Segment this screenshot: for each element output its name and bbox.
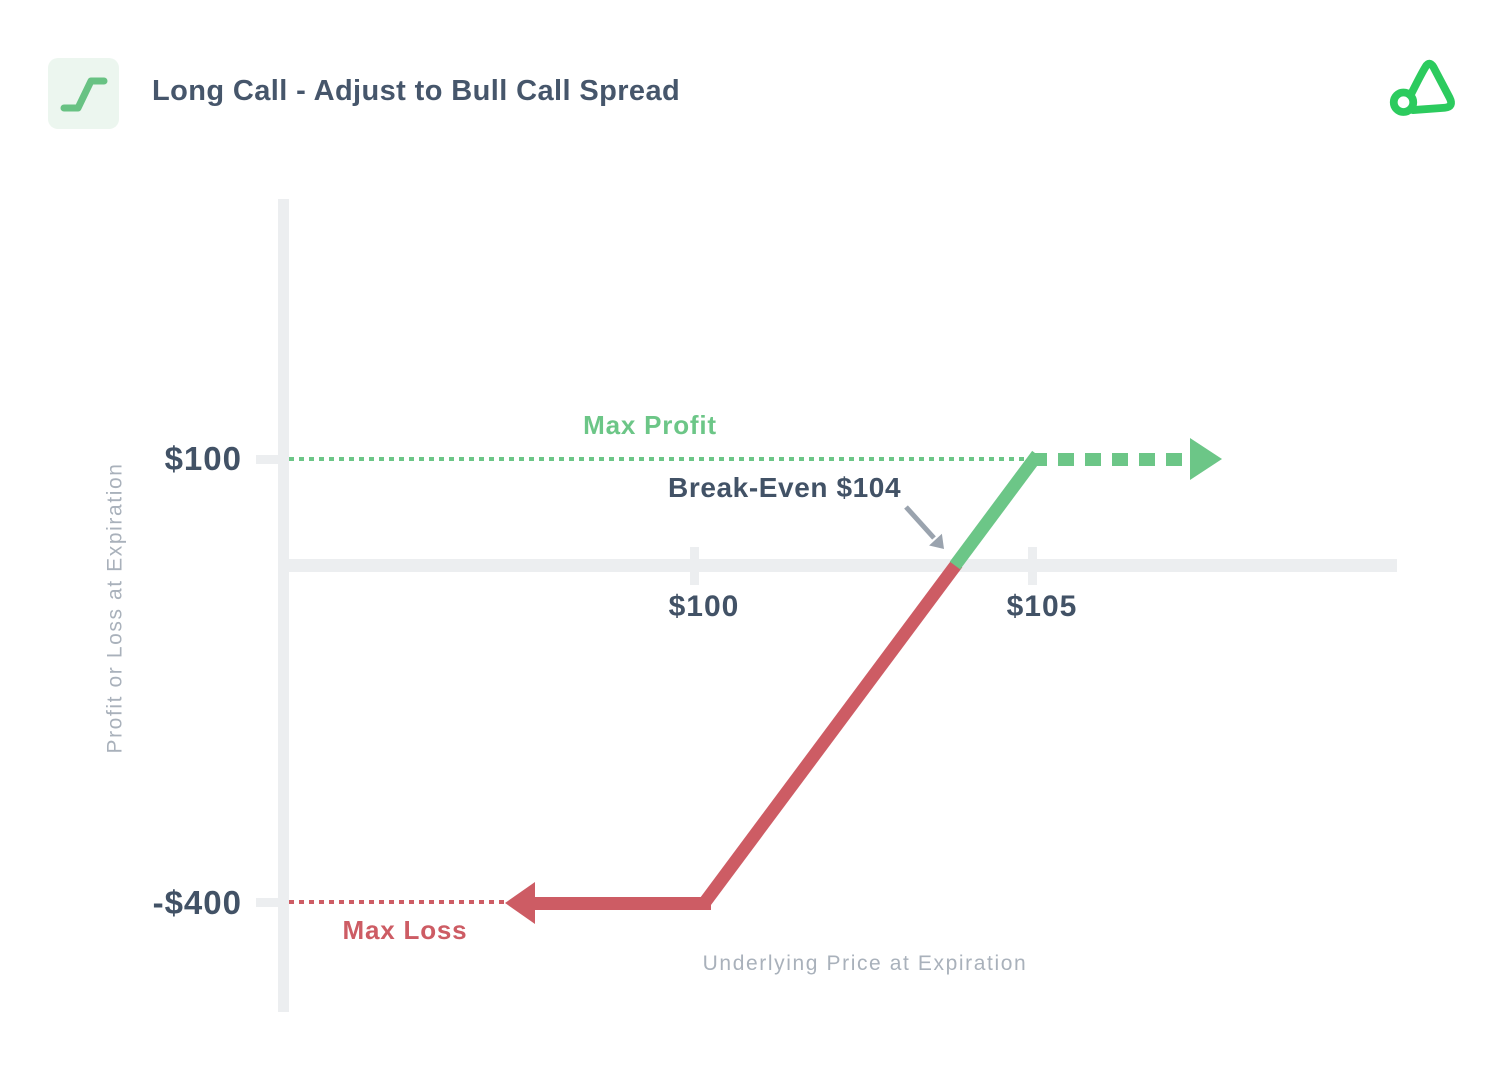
x-axis xyxy=(278,559,1397,572)
x-tick-105 xyxy=(1028,547,1037,585)
x-axis-title: Underlying Price at Expiration xyxy=(702,952,1028,975)
y-tick-100 xyxy=(256,455,279,464)
max-profit-reference-line xyxy=(289,457,1035,461)
payoff-line-max-profit-dashed-segment xyxy=(1031,453,1191,466)
x-tick-label-100: $100 xyxy=(668,590,740,623)
payoff-step-glyph xyxy=(60,77,108,112)
page-title: Long Call - Adjust to Bull Call Spread xyxy=(152,75,681,107)
max-profit-label: Max Profit xyxy=(583,410,717,440)
y-tick-label-neg400: -$400 xyxy=(152,884,242,921)
y-axis-title-text: Profit or Loss at Expiration xyxy=(104,462,128,754)
y-tick-label-100: $100 xyxy=(164,440,242,477)
max-loss-label: Max Loss xyxy=(342,915,468,945)
payoff-line-max-loss-segment xyxy=(531,897,711,910)
max-loss-left-arrowhead-icon xyxy=(505,882,535,924)
x-tick-100 xyxy=(690,547,699,585)
max-loss-reference-line xyxy=(289,900,505,904)
y-tick-neg400 xyxy=(256,898,279,907)
break-even-label: Break-Even $104 xyxy=(668,472,902,503)
x-tick-label-105: $105 xyxy=(1006,590,1078,623)
long-call-payoff-icon xyxy=(48,58,119,129)
max-profit-right-arrowhead-icon xyxy=(1190,438,1222,480)
break-even-pointer-arrow-icon xyxy=(904,505,944,549)
option-alpha-logo-icon xyxy=(1389,59,1455,116)
y-axis-title: Profit or Loss at Expiration xyxy=(96,448,136,768)
y-axis xyxy=(278,199,289,1012)
